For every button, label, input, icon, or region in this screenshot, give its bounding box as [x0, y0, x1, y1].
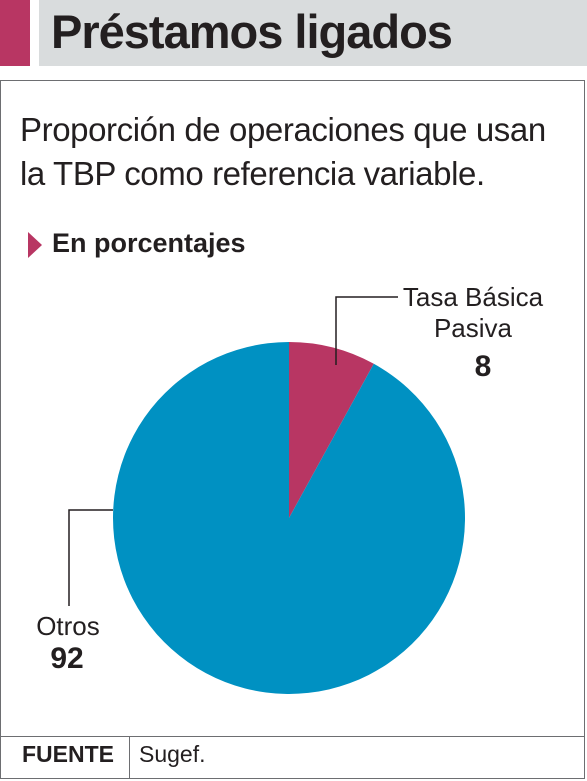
triangle-right-icon: [28, 232, 42, 258]
pie-slice-tasa-basica-pasiva: [289, 342, 374, 518]
source-value: Sugef.: [139, 741, 206, 767]
chart-frame: [0, 80, 585, 779]
slice-label-otros: Otros: [36, 611, 100, 641]
header: Préstamos ligados: [0, 0, 587, 68]
slice-value-otros: 92: [50, 642, 83, 675]
pie-slice-otros: [113, 342, 466, 695]
slice-label-tasa-basica-pasiva-line2: Pasiva: [434, 313, 513, 343]
leader-line-otros: [68, 509, 113, 606]
slice-value-tasa-basica-pasiva: 8: [475, 350, 492, 383]
title-accent-bar: [0, 0, 30, 66]
page-title: Préstamos ligados: [51, 5, 453, 58]
source-label: FUENTE: [22, 741, 114, 767]
title-band: [39, 0, 587, 66]
chart-subtitle: Proporción de operaciones que usan la TB…: [20, 111, 546, 192]
leader-line-tasa-basica-pasiva: [335, 296, 398, 365]
footer-divider: [0, 736, 585, 737]
footer-separator: [129, 737, 130, 779]
slice-label-tasa-basica-pasiva-line1: Tasa Básica: [403, 282, 544, 312]
unit-label: En porcentajes: [52, 228, 246, 258]
